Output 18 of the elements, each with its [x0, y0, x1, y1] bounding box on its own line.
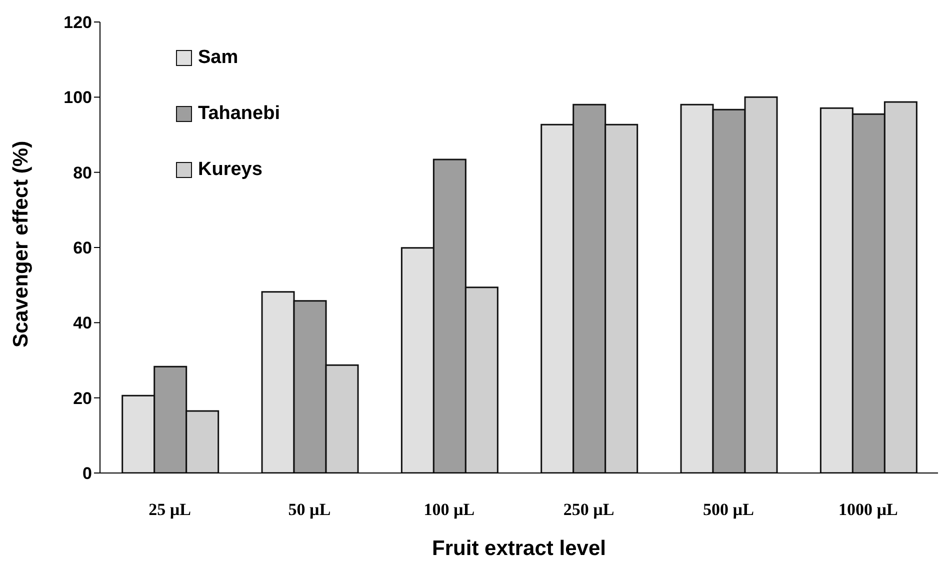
x-axis-title: Fruit extract level	[432, 537, 606, 560]
y-tick-label: 20	[73, 388, 92, 408]
x-tick-label: 100 µL	[424, 500, 475, 520]
y-tick-label: 60	[73, 238, 92, 258]
x-tick-label: 250 µL	[563, 500, 614, 520]
y-tick-label: 0	[82, 464, 92, 484]
x-tick-label: 25 µL	[148, 500, 192, 520]
y-axis-title: Scavenger effect (%)	[9, 140, 32, 348]
y-tick-label: 120	[64, 13, 92, 32]
y-tick-label: 80	[73, 163, 92, 182]
x-tick-label: 50 µL	[288, 500, 331, 520]
legend-label: Sam	[198, 47, 238, 69]
legend-label: Kureys	[198, 159, 262, 181]
y-tick-label: 100	[64, 88, 92, 108]
x-tick-label: 500 µL	[703, 500, 754, 520]
x-tick-label: 1000 µL	[838, 500, 898, 520]
legend-label: Tahanebi	[198, 103, 280, 125]
y-tick-label: 40	[73, 314, 92, 333]
